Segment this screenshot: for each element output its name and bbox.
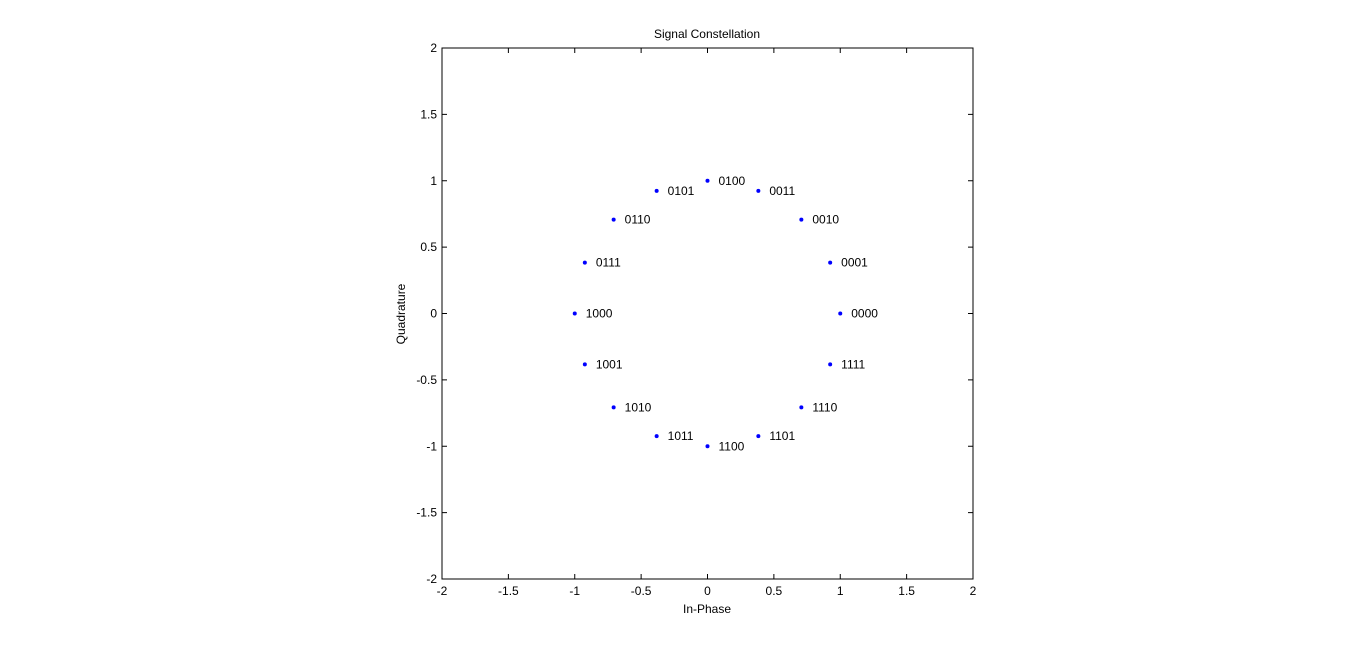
constellation-point	[705, 444, 710, 449]
x-tick-label: 1	[837, 584, 844, 598]
chart-title: Signal Constellation	[654, 27, 760, 41]
constellation-point	[756, 188, 761, 193]
y-tick-label: -1.5	[416, 506, 437, 520]
constellation-point	[838, 311, 843, 316]
y-tick-label: 2	[430, 41, 437, 55]
x-tick-label: 0.5	[766, 584, 783, 598]
x-tick-label: -1	[569, 584, 580, 598]
constellation-point	[828, 362, 833, 367]
constellation-point	[572, 311, 577, 316]
point-label: 1011	[668, 429, 694, 443]
y-tick-label: 1	[430, 174, 437, 188]
x-tick-label: 2	[970, 584, 977, 598]
x-tick-label: -1.5	[498, 584, 519, 598]
constellation-point	[611, 405, 616, 410]
x-tick-label: -2	[437, 584, 448, 598]
point-label: 0011	[769, 184, 795, 198]
point-label: 0110	[625, 213, 651, 227]
point-label: 1010	[625, 400, 652, 414]
constellation-point	[828, 260, 833, 265]
constellation-point	[654, 188, 659, 193]
y-tick-label: -2	[426, 572, 437, 586]
constellation-point	[582, 362, 587, 367]
point-label: 0111	[596, 256, 621, 270]
point-label: 1101	[769, 429, 795, 443]
x-tick-label: 1.5	[898, 584, 915, 598]
point-label: 1100	[719, 439, 745, 453]
y-axis-label: Quadrature	[394, 283, 408, 344]
point-label: 1000	[586, 307, 613, 321]
x-tick-label: -0.5	[631, 584, 652, 598]
y-tick-label: 0.5	[420, 240, 437, 254]
constellation-point	[582, 260, 587, 265]
constellation-point	[705, 178, 710, 183]
point-label: 0001	[841, 256, 868, 270]
x-axis-ticks: -2 -1.5 -1 -0.5 0 0.5 1 1.5 2	[437, 48, 977, 598]
constellation-point	[654, 434, 659, 439]
y-axis-ticks: -2 -1.5 -1 -0.5 0 0.5 1 1.5 2	[416, 41, 973, 586]
point-label: 1001	[596, 357, 623, 371]
constellation-point	[611, 217, 616, 222]
point-label: 0100	[719, 174, 746, 188]
y-tick-label: 0	[430, 307, 437, 321]
point-label: 0000	[851, 307, 878, 321]
x-axis-label: In-Phase	[683, 602, 731, 616]
point-label: 1110	[812, 400, 837, 414]
y-tick-label: 1.5	[420, 107, 437, 121]
y-tick-label: -1	[426, 439, 437, 453]
constellation-point	[756, 434, 761, 439]
point-label: 0101	[668, 184, 695, 198]
constellation-point	[799, 405, 804, 410]
point-label: 1111	[841, 357, 865, 371]
y-tick-label: -0.5	[416, 373, 437, 387]
point-label: 0010	[812, 213, 839, 227]
x-tick-label: 0	[704, 584, 711, 598]
data-points: 0000 0001 0010 0011 0100 0101 0110 0111 1000 1001…	[572, 174, 878, 453]
plot-area	[441, 47, 974, 580]
constellation-point	[799, 217, 804, 222]
